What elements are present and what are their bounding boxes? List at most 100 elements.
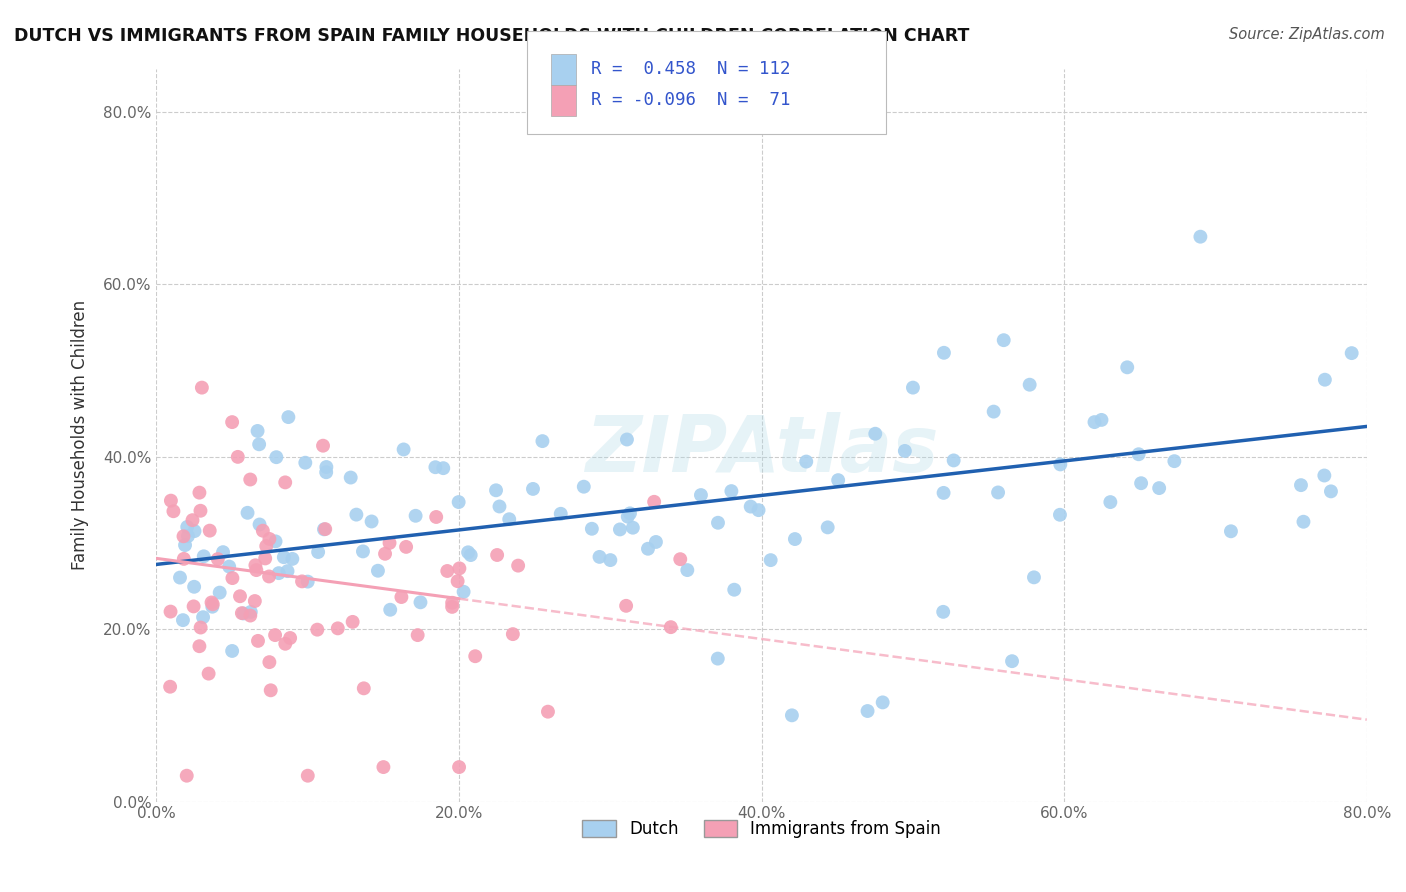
Point [169, 571, 191, 585]
Point [239, 473, 262, 487]
Point [172, 613, 194, 627]
Point [191, 381, 214, 395]
Point [254, 551, 277, 566]
Point [446, 574, 468, 589]
Point [221, 644, 243, 658]
Point [690, 488, 713, 502]
Point [1313, 468, 1336, 483]
Point [464, 649, 486, 664]
Point [707, 516, 730, 530]
Point [274, 475, 297, 490]
Point [315, 465, 337, 479]
Point [259, 532, 281, 546]
Point [183, 524, 205, 538]
Point [1001, 654, 1024, 668]
Point [616, 509, 638, 524]
Point [901, 381, 924, 395]
Point [1083, 415, 1105, 429]
Point [409, 595, 432, 609]
Point [894, 444, 917, 458]
Point [188, 485, 211, 500]
Point [190, 504, 212, 518]
Point [676, 563, 699, 577]
Point [827, 473, 849, 487]
Point [245, 558, 267, 573]
Point [498, 512, 520, 526]
Point [312, 439, 335, 453]
Point [221, 571, 243, 585]
Point [176, 520, 198, 534]
Point [449, 760, 471, 774]
Point [232, 607, 254, 621]
Point [872, 695, 894, 709]
Point [609, 523, 631, 537]
Point [817, 520, 839, 534]
Point [1018, 377, 1040, 392]
Point [183, 599, 205, 614]
Text: Source: ZipAtlas.com: Source: ZipAtlas.com [1229, 27, 1385, 42]
Text: R =  0.458  N = 112: R = 0.458 N = 112 [591, 60, 790, 78]
Point [264, 534, 287, 549]
Point [373, 760, 395, 774]
Point [314, 522, 336, 536]
Point [659, 620, 682, 634]
Point [257, 569, 280, 583]
Point [212, 545, 235, 559]
Point [360, 515, 382, 529]
Point [342, 615, 364, 629]
Y-axis label: Family Households with Children: Family Households with Children [72, 300, 89, 570]
Point [932, 486, 955, 500]
Legend: Dutch, Immigrants from Spain: Dutch, Immigrants from Spain [575, 813, 948, 845]
Point [537, 705, 560, 719]
Text: ZIPAtlas: ZIPAtlas [585, 412, 938, 488]
Point [207, 552, 229, 566]
Point [669, 552, 692, 566]
Point [453, 584, 475, 599]
Point [307, 545, 329, 559]
Point [221, 415, 243, 429]
Point [759, 553, 782, 567]
Point [932, 346, 955, 360]
Point [1292, 515, 1315, 529]
Point [621, 521, 644, 535]
Point [1128, 447, 1150, 461]
Point [201, 597, 224, 611]
Point [395, 540, 418, 554]
Text: DUTCH VS IMMIGRANTS FROM SPAIN FAMILY HOUSEHOLDS WITH CHILDREN CORRELATION CHART: DUTCH VS IMMIGRANTS FROM SPAIN FAMILY HO… [14, 27, 969, 45]
Point [315, 460, 337, 475]
Point [485, 483, 508, 498]
Point [312, 522, 335, 536]
Point [1049, 458, 1071, 472]
Point [159, 680, 181, 694]
Point [374, 547, 396, 561]
Point [993, 333, 1015, 347]
Point [277, 410, 299, 425]
Point [326, 621, 349, 635]
Text: R = -0.096  N =  71: R = -0.096 N = 71 [591, 91, 790, 110]
Point [748, 503, 770, 517]
Point [353, 681, 375, 696]
Point [1022, 570, 1045, 584]
Point [198, 524, 221, 538]
Point [856, 704, 879, 718]
Point [229, 589, 252, 603]
Point [502, 627, 524, 641]
Point [183, 580, 205, 594]
Point [783, 532, 806, 546]
Point [176, 769, 198, 783]
Point [425, 510, 447, 524]
Point [406, 628, 429, 642]
Point [266, 450, 288, 465]
Point [588, 549, 610, 564]
Point [522, 482, 544, 496]
Point [1219, 524, 1241, 539]
Point [378, 536, 401, 550]
Point [291, 574, 314, 589]
Point [281, 552, 304, 566]
Point [486, 548, 509, 562]
Point [720, 484, 742, 499]
Point [1340, 346, 1362, 360]
Point [616, 433, 638, 447]
Point [277, 564, 299, 578]
Point [441, 599, 464, 614]
